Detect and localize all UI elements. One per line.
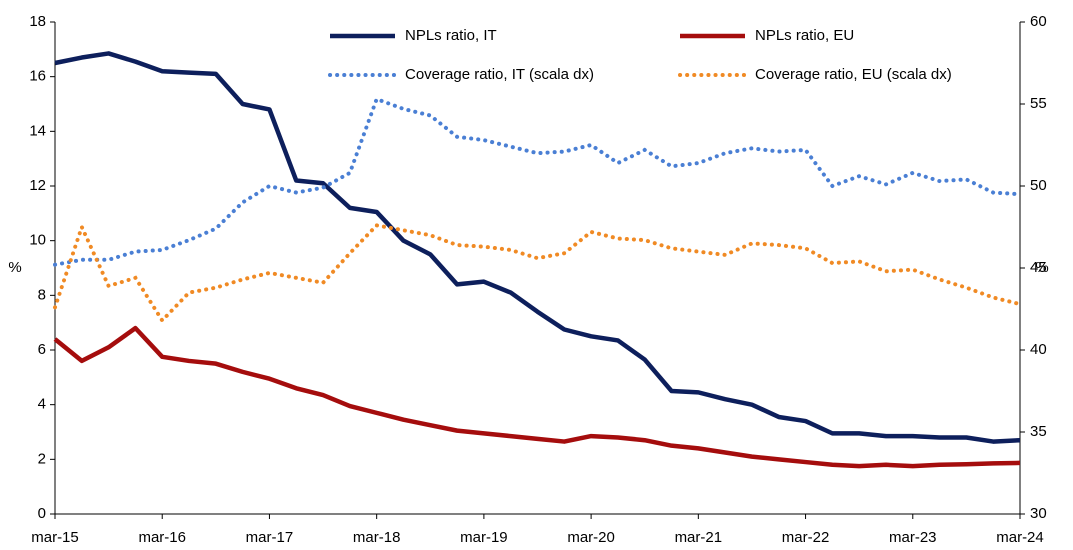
series-line [53, 221, 1022, 324]
x-tick-label: mar-18 [353, 529, 401, 546]
legend-label: Coverage ratio, IT (scala dx) [405, 66, 594, 83]
series-line [53, 96, 1022, 267]
y2-tick-label: 45 [1030, 259, 1047, 276]
y-tick-label: 4 [38, 396, 46, 413]
x-tick-label: mar-17 [246, 529, 294, 546]
x-tick-label: mar-22 [782, 529, 830, 546]
y2-tick-label: 50 [1030, 177, 1047, 194]
y2-tick-label: 55 [1030, 95, 1047, 112]
x-tick-label: mar-23 [889, 529, 937, 546]
y-tick-label: 18 [29, 13, 46, 30]
x-tick-label: mar-19 [460, 529, 508, 546]
y-tick-label: 12 [29, 177, 46, 194]
y-tick-label: 16 [29, 68, 46, 85]
y-tick-label: 6 [38, 341, 46, 358]
y-tick-label: 14 [29, 122, 46, 139]
x-tick-label: mar-21 [675, 529, 723, 546]
y2-tick-label: 35 [1030, 423, 1047, 440]
legend-label: NPLs ratio, IT [405, 27, 497, 44]
y2-tick-label: 40 [1030, 341, 1047, 358]
legend-label: Coverage ratio, EU (scala dx) [755, 66, 952, 83]
y2-tick-label: 60 [1030, 13, 1047, 30]
x-tick-label: mar-16 [138, 529, 186, 546]
x-tick-label: mar-15 [31, 529, 79, 546]
y-tick-label: 10 [29, 232, 46, 249]
x-tick-label: mar-24 [996, 529, 1044, 546]
x-tick-label: mar-20 [567, 529, 615, 546]
y-axis-label: % [8, 259, 21, 276]
y-tick-label: 2 [38, 450, 46, 467]
series-line [54, 51, 1021, 444]
y-tick-label: 8 [38, 286, 46, 303]
y2-axis-label: % [1035, 259, 1048, 276]
y-tick-label: 0 [38, 505, 46, 522]
y2-tick-label: 30 [1030, 505, 1047, 522]
series-line [53, 325, 1021, 469]
legend-label: NPLs ratio, EU [755, 27, 854, 44]
